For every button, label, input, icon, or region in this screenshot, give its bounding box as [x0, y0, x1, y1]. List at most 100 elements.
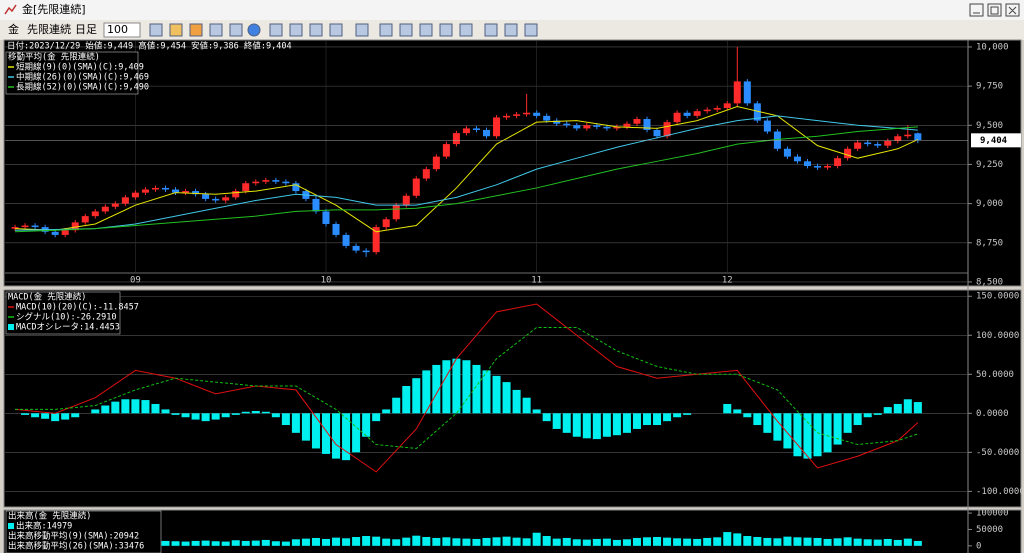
candle-body: [803, 161, 812, 167]
oscillator-bar: [171, 413, 180, 415]
volume-bar: [703, 537, 712, 546]
volume-bar: [843, 537, 852, 546]
tool-icon[interactable]: [484, 23, 498, 37]
candle-body: [222, 197, 230, 201]
tool-icon[interactable]: [379, 23, 393, 37]
legend-label: 移動平均(金 先限連続): [8, 52, 100, 63]
candle-body: [252, 181, 260, 184]
indicator-line: [15, 115, 918, 231]
count-select[interactable]: [103, 22, 141, 38]
oscillator-bar: [101, 405, 110, 414]
volume-bar: [653, 536, 662, 546]
volume-bar: [622, 539, 631, 546]
oscillator-bar: [71, 413, 80, 418]
y-tick-label: 8,500: [976, 277, 1003, 287]
candle-body: [643, 119, 651, 130]
candle-body: [503, 115, 511, 118]
legend-label: 中期線(26)(0)(SMA)(C):9,469: [16, 72, 149, 83]
candle-body: [824, 166, 832, 168]
tool-icon[interactable]: [309, 23, 323, 37]
volume-bar: [472, 538, 481, 546]
tool-icon[interactable]: [439, 23, 453, 37]
candle-body: [172, 189, 180, 193]
legend-swatch: [8, 523, 14, 529]
y-tick-label: 100.0000: [976, 331, 1019, 341]
candle-body: [382, 219, 390, 228]
y-tick-label: 50.0000: [976, 370, 1014, 380]
volume-bar: [683, 538, 692, 546]
oscillator-bar: [151, 403, 160, 414]
volume-bar: [181, 541, 190, 546]
candle-body: [262, 180, 270, 182]
tool-icon[interactable]: [289, 23, 303, 37]
tool-icon[interactable]: [419, 23, 433, 37]
minimize-button[interactable]: [969, 3, 984, 17]
volume-bar: [402, 537, 411, 546]
volume-bar: [602, 538, 611, 546]
candle-body: [322, 211, 330, 224]
legend-box: [5, 291, 121, 335]
tool-icon[interactable]: [149, 23, 163, 37]
volume-bar: [833, 538, 842, 546]
volume-bar: [913, 540, 922, 546]
candle-body: [653, 129, 661, 137]
oscillator-bar: [211, 413, 220, 420]
candle-body: [673, 112, 681, 123]
tool-icon[interactable]: [399, 23, 413, 37]
oscillator-bar: [622, 413, 631, 433]
tool-icon[interactable]: [269, 23, 283, 37]
oscillator-bar: [522, 397, 531, 414]
price-chart: 8,500 8,750 9,000 9,250 9,500 9,750 10,000 09 10…: [5, 41, 1021, 287]
tool-icon[interactable]: [329, 23, 343, 37]
oscillator-bar: [823, 413, 832, 453]
oscillator-bar: [863, 413, 872, 418]
volume-bar: [823, 538, 832, 546]
oscillator-bar: [402, 386, 411, 414]
y-tick-label: 9,500: [976, 121, 1003, 131]
volume-bar: [171, 541, 180, 546]
oscillator-bar: [321, 413, 331, 454]
ohlc-info: 日付:2023/12/29 始値:9,449 高値:9,454 安値:9,386…: [7, 41, 292, 52]
legend-label: 出来高移動平均(26)(SMA):33476: [8, 541, 144, 552]
macd-panel: [3, 289, 1022, 508]
symbol-label[interactable]: 金: [8, 22, 19, 36]
oscillator-bar: [231, 413, 240, 415]
candle-body: [422, 169, 430, 179]
period-label[interactable]: 日足: [75, 23, 97, 36]
volume-bar: [281, 541, 290, 546]
tool-icon[interactable]: [247, 23, 261, 37]
legend-swatch: [8, 324, 14, 330]
volume-bar: [412, 535, 421, 546]
tool-icon[interactable]: [459, 23, 473, 37]
volume-bar: [903, 538, 912, 546]
tool-icon[interactable]: [355, 23, 369, 37]
tool-icon[interactable]: [209, 23, 223, 37]
oscillator-bar: [632, 413, 641, 429]
tool-icon[interactable]: [504, 23, 518, 37]
candle-body: [121, 197, 129, 204]
candle-body: [513, 114, 521, 116]
volume-bar: [853, 538, 862, 546]
volume-bar: [392, 539, 401, 546]
volume-bar: [512, 537, 521, 546]
maximize-button[interactable]: [987, 3, 1002, 17]
oscillator-bar: [913, 402, 922, 414]
candle-body: [362, 250, 370, 253]
price-tag-label: 9,404: [980, 136, 1008, 146]
contract-label[interactable]: 先限連続: [27, 22, 71, 36]
oscillator-bar: [833, 413, 842, 445]
tool-icon[interactable]: [229, 23, 243, 37]
candle-body: [553, 120, 561, 124]
candle-body: [543, 115, 551, 121]
legend-label: 出来高(金 先限連続): [8, 511, 91, 522]
tool-icon[interactable]: [524, 23, 538, 37]
close-button[interactable]: [1005, 3, 1020, 17]
tool-icon[interactable]: [189, 23, 203, 37]
candle-body: [91, 211, 99, 217]
tool-icon[interactable]: [169, 23, 183, 37]
y-tick-label: 9,750: [976, 82, 1003, 92]
candle-body: [452, 133, 460, 145]
oscillator-bar: [362, 413, 371, 437]
